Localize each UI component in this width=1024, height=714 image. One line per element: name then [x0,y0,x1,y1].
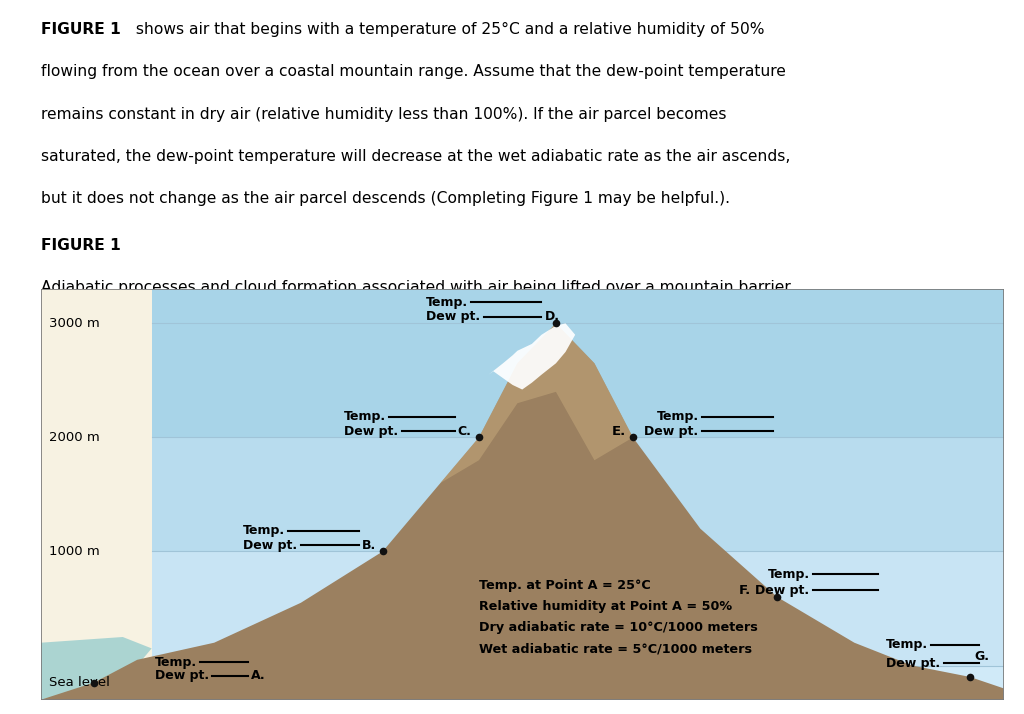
Text: E.: E. [612,425,627,438]
Text: but it does not change as the air parcel descends (Completing Figure 1 may be he: but it does not change as the air parcel… [41,191,730,206]
Text: Relative humidity at Point A = 50%: Relative humidity at Point A = 50% [479,600,732,613]
Text: Temp. at Point A = 25°C: Temp. at Point A = 25°C [479,579,650,592]
Polygon shape [440,323,633,483]
Text: Dry adiabatic rate = 10°C/1000 meters: Dry adiabatic rate = 10°C/1000 meters [479,621,758,634]
Text: FIGURE 1: FIGURE 1 [41,22,121,37]
Text: F.: F. [739,584,752,597]
Text: Sea level: Sea level [49,676,110,689]
Text: 3000 m: 3000 m [49,317,99,330]
Text: Dew pt.: Dew pt. [886,657,940,670]
Text: remains constant in dry air (relative humidity less than 100%). If the air parce: remains constant in dry air (relative hu… [41,106,726,121]
Text: G.: G. [975,650,989,663]
Text: flowing from the ocean over a coastal mountain range. Assume that the dew-point : flowing from the ocean over a coastal mo… [41,64,785,79]
Text: Temp.: Temp. [243,525,286,538]
Text: Dew pt.: Dew pt. [755,584,809,597]
Bar [152,551,1004,665]
Text: Dew pt.: Dew pt. [155,669,209,683]
Text: Dew pt.: Dew pt. [644,425,698,438]
Text: Dew pt.: Dew pt. [243,538,297,552]
Text: Dew pt.: Dew pt. [426,310,480,323]
Text: D.: D. [545,310,559,323]
Text: 1000 m: 1000 m [49,545,99,558]
Bar [152,438,1004,551]
Bar [152,289,1004,438]
Polygon shape [41,637,152,700]
Text: Temp.: Temp. [426,296,468,308]
Text: FIGURE 1: FIGURE 1 [41,238,121,253]
Text: Temp.: Temp. [344,411,386,423]
Text: Wet adiabatic rate = 5°C/1000 meters: Wet adiabatic rate = 5°C/1000 meters [479,643,752,655]
Text: B.: B. [361,538,376,552]
Text: shows air that begins with a temperature of 25°C and a relative humidity of 50%: shows air that begins with a temperature… [131,22,765,37]
Text: Dew pt.: Dew pt. [344,425,398,438]
Polygon shape [41,323,1004,700]
Text: 2000 m: 2000 m [49,431,99,444]
Text: C.: C. [458,425,472,438]
Text: Temp.: Temp. [657,411,699,423]
Text: Adiabatic processes and cloud formation associated with air being lifted over a : Adiabatic processes and cloud formation … [41,280,795,295]
Polygon shape [488,323,575,390]
Bar [152,665,1004,700]
Text: Temp.: Temp. [155,655,197,668]
Text: Temp.: Temp. [886,638,928,651]
Bar [41,278,152,700]
Text: A.: A. [251,669,265,683]
Text: saturated, the dew-point temperature will decrease at the wet adiabatic rate as : saturated, the dew-point temperature wil… [41,149,791,164]
Text: Temp.: Temp. [768,568,810,580]
